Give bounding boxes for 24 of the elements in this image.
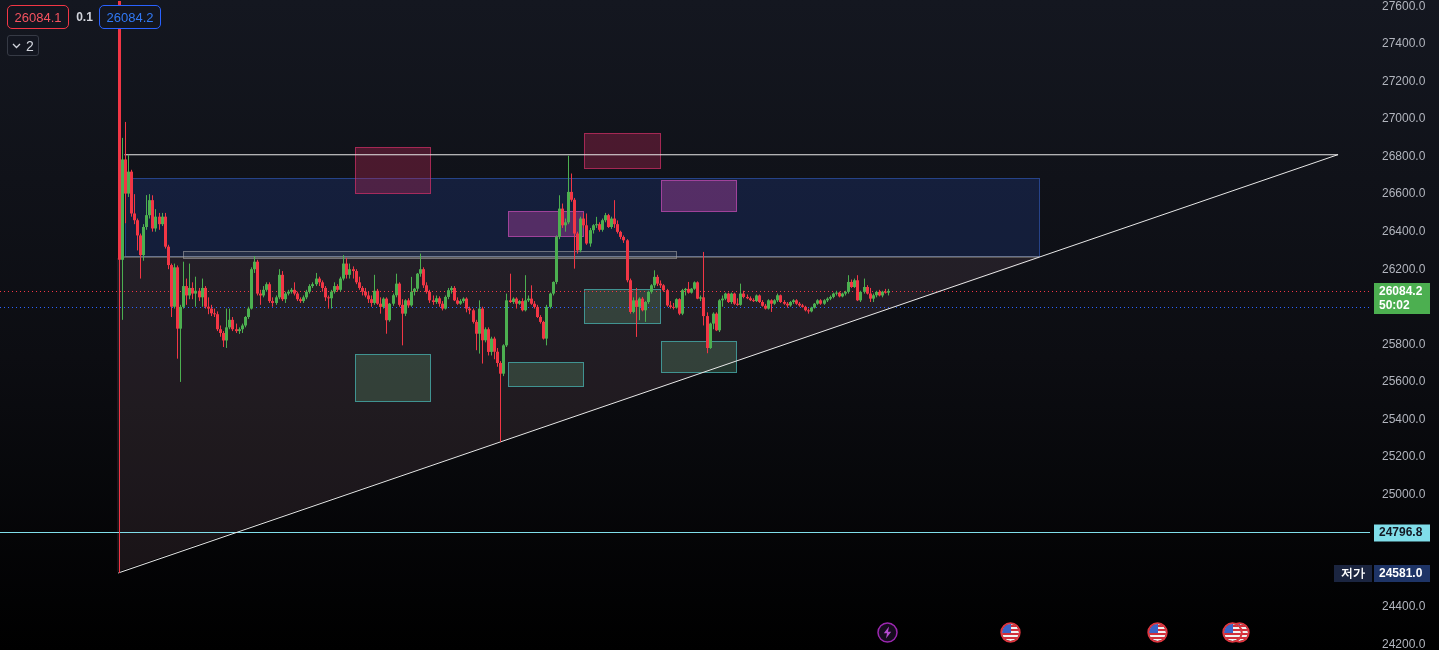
y-tick-label: 25000.0: [1382, 486, 1426, 501]
annotation: 저가: [1341, 565, 1365, 580]
ref-line-label: 26084.2: [1379, 283, 1423, 298]
y-tick-label: 26800.0: [1382, 148, 1426, 163]
y-tick-label: 27000.0: [1382, 111, 1426, 126]
y-tick-label: 27600.0: [1382, 0, 1426, 13]
y-tick-label: 26200.0: [1382, 261, 1426, 276]
y-tick-label: 26400.0: [1382, 223, 1426, 238]
y-tick-label: 26600.0: [1382, 186, 1426, 201]
y-tick-label: 24200.0: [1382, 636, 1426, 650]
annotation: 26084.2: [106, 9, 154, 25]
y-tick-label: 25400.0: [1382, 411, 1426, 426]
text: 50:02: [1379, 297, 1411, 312]
y-tick-label: 25600.0: [1382, 374, 1426, 389]
annotation: 26084.1: [14, 9, 62, 25]
y-tick-label: 27400.0: [1382, 36, 1426, 51]
ref-line-label: 24796.8: [1379, 525, 1423, 540]
y-tick-label: 24400.0: [1382, 599, 1426, 614]
y-tick-label: 25200.0: [1382, 449, 1426, 464]
annotation: 0.1: [76, 10, 93, 24]
annotation: 2: [26, 37, 34, 54]
text: 24581.0: [1379, 565, 1423, 580]
y-tick-label: 27200.0: [1382, 73, 1426, 88]
y-tick-label: 25800.0: [1382, 336, 1426, 351]
